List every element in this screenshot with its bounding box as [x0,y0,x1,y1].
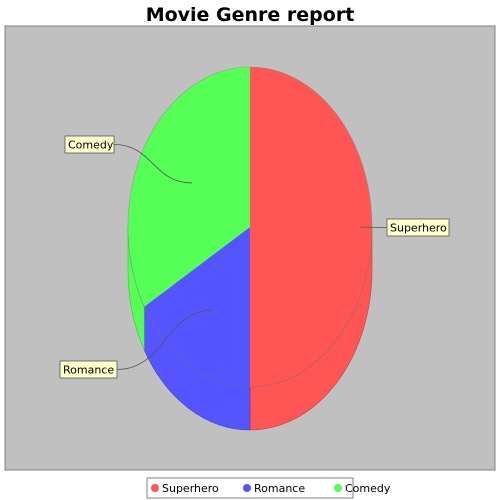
leader-line-superhero [359,226,388,228]
legend-label-romance: Romance [254,482,305,495]
chart-title: Movie Genre report [146,4,355,26]
pie-labels-layer: Superhero Romance Comedy [59,135,450,379]
slice-label-box-romance [59,360,118,379]
pie-slice-romance [144,227,250,387]
legend-marker-romance [243,484,251,492]
pie-top-layer [127,66,373,388]
legend-label-superhero: Superhero [162,482,219,495]
legend-label-comedy: Comedy [345,482,391,495]
leader-line-comedy [113,144,192,184]
legend-marker-superhero [151,484,159,492]
slice-label-superhero: Superhero [390,222,447,235]
pie-slice-comedy [128,67,250,307]
pie-slice-superhero [250,67,372,387]
slice-label-comedy: Comedy [68,139,114,152]
legend: Superhero Romance Comedy [146,477,391,499]
leader-line-romance [116,309,214,370]
slice-label-box-superhero [386,218,450,237]
legend-marker-comedy [334,484,342,492]
slice-label-romance: Romance [63,364,114,377]
slice-label-box-comedy [64,135,115,154]
